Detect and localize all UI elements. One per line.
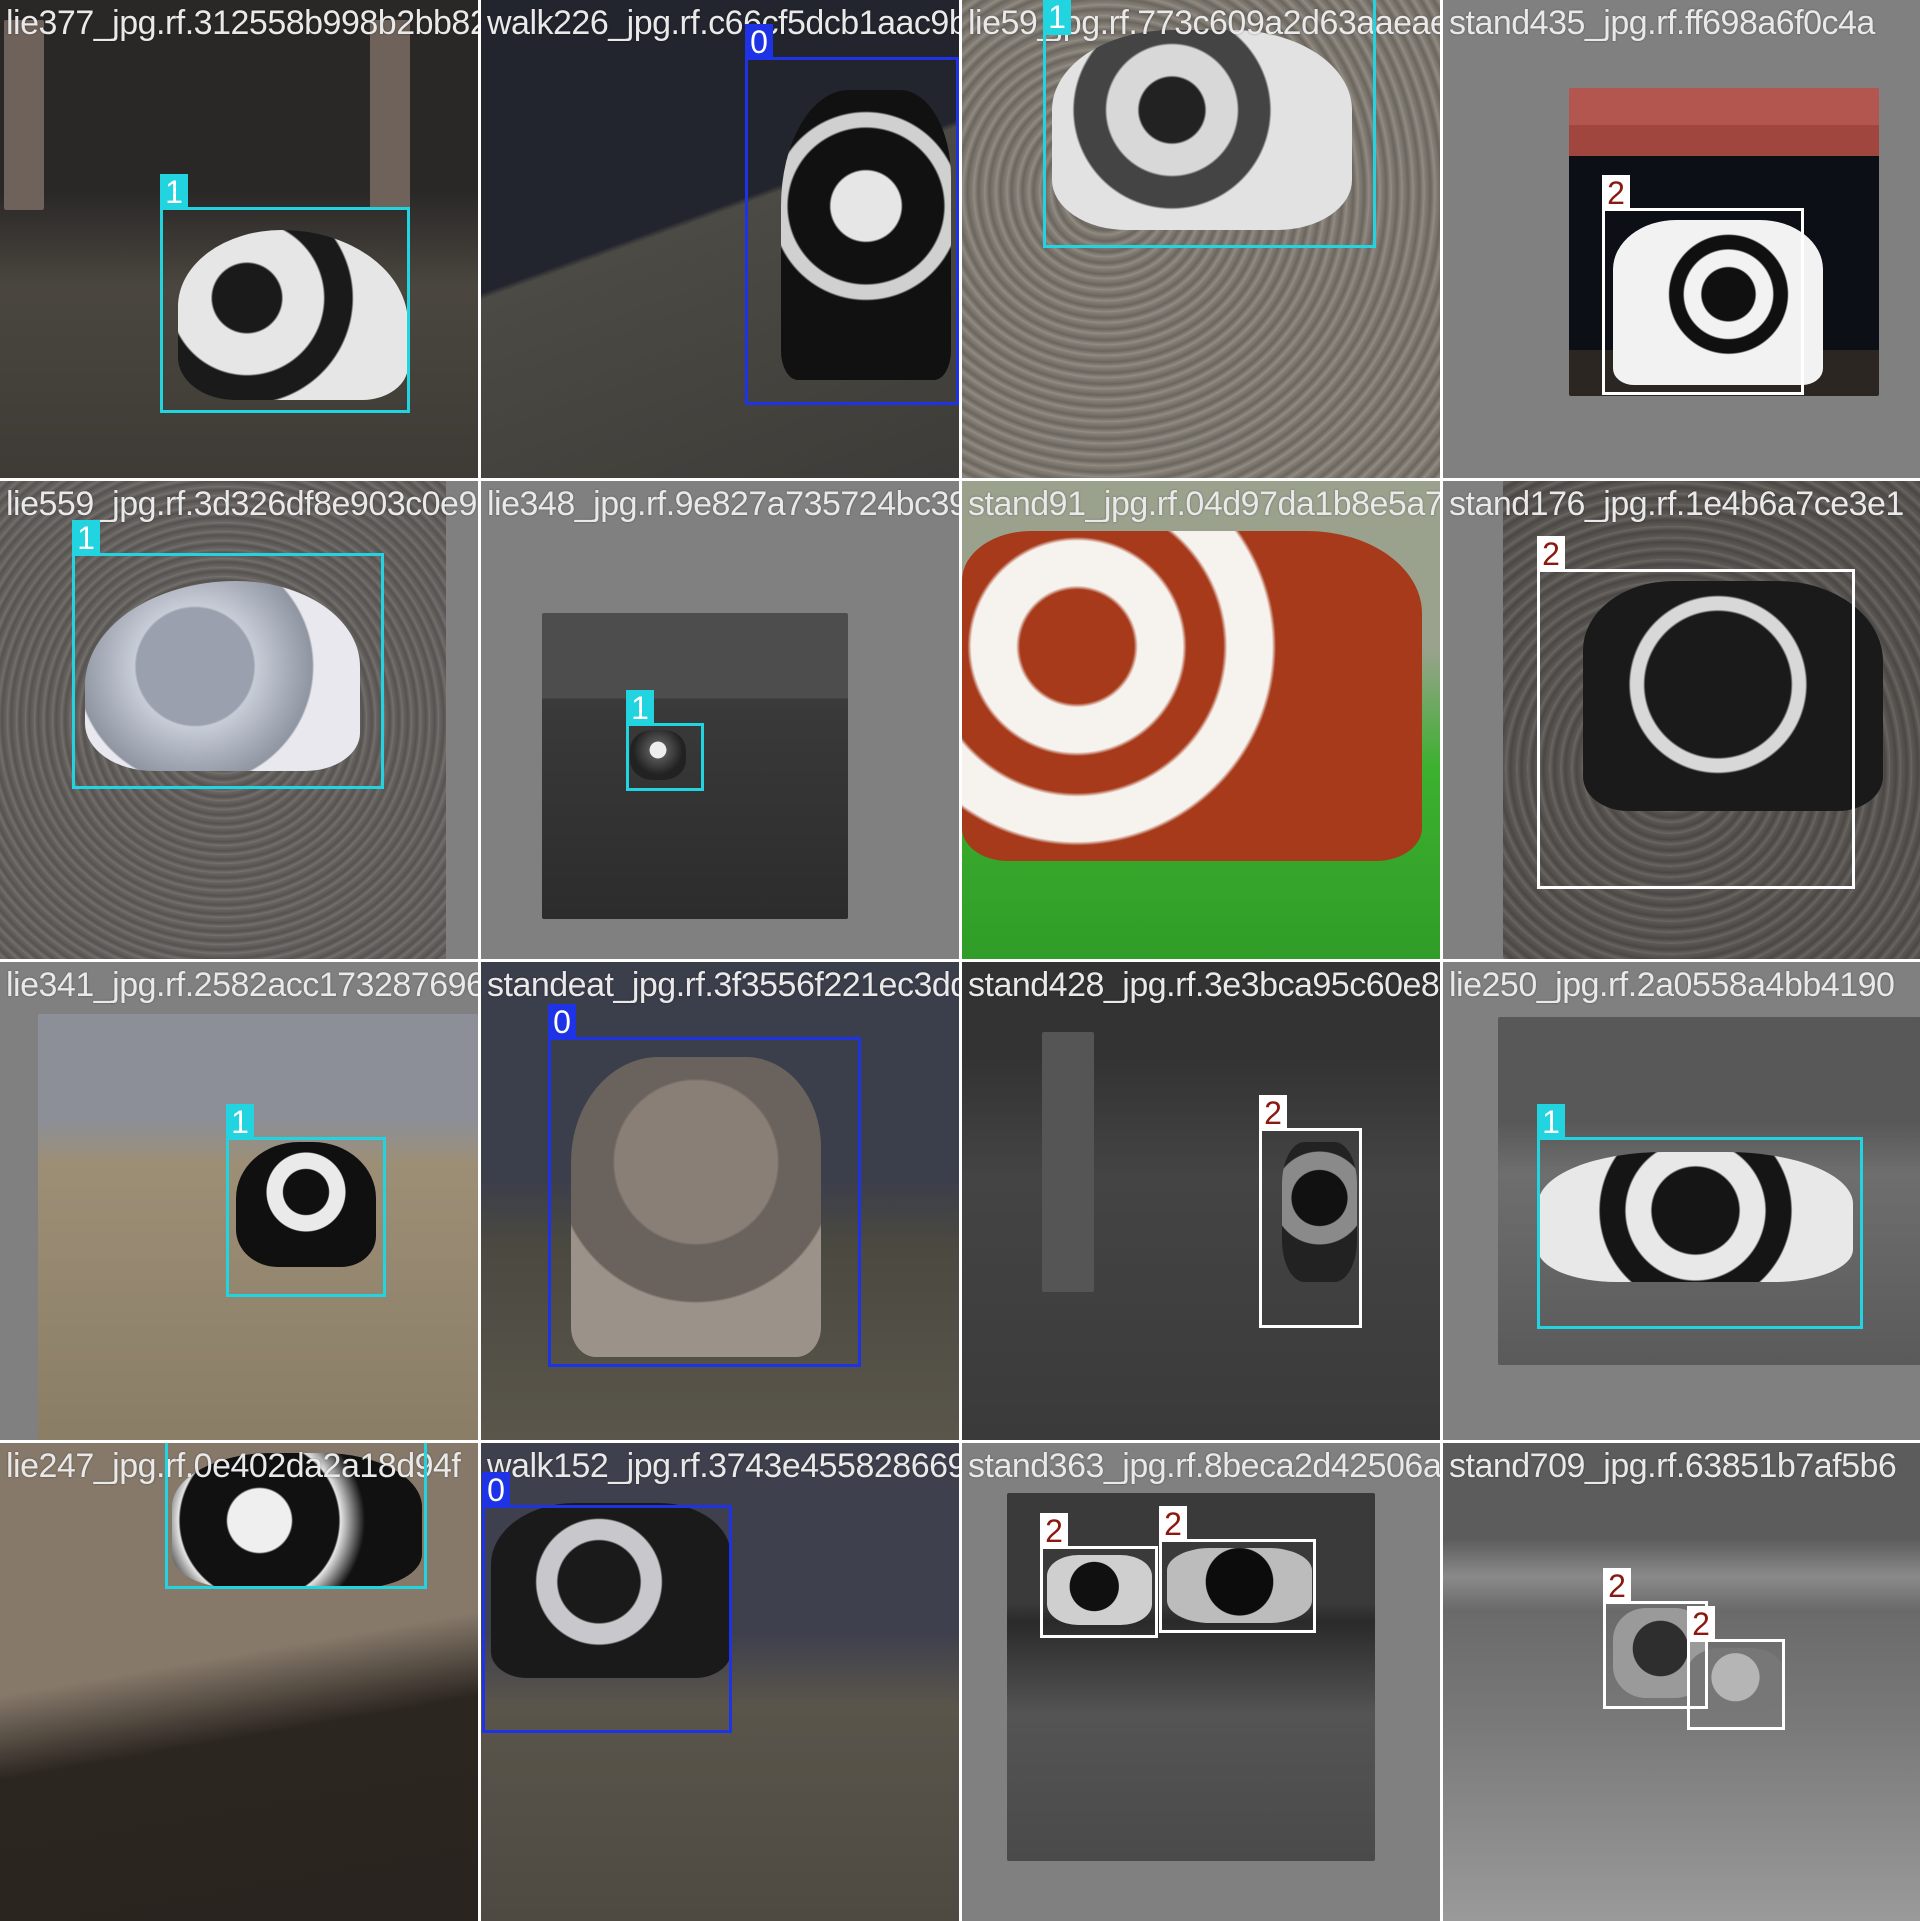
detection-box: 1 [160, 174, 410, 413]
cow-standing [962, 531, 1422, 861]
cow-standing [1613, 220, 1823, 385]
image-filename: stand91_jpg.rf.04d97da1b8e5a7 [968, 485, 1440, 523]
cow-eating [571, 1057, 821, 1357]
tile-4: stand435_jpg.rf.ff698a6f0c4a 2 [1443, 0, 1920, 478]
detection-box: 2 [1603, 1568, 1708, 1709]
class-label: 2 [1603, 1568, 1631, 1604]
tile-2: walk226_jpg.rf.c66cf5dcb1aac9b19e1a 0 [481, 0, 959, 478]
detection-box: 1 [165, 1443, 427, 1589]
shed-pillar [1042, 1032, 1094, 1292]
detection-box: 2 [1602, 175, 1804, 395]
image-filename: walk226_jpg.rf.c66cf5dcb1aac9b19e1a [487, 4, 959, 42]
scene-walled-yard [542, 613, 848, 919]
cow-standing [1047, 1555, 1152, 1625]
class-label: 2 [1602, 175, 1630, 211]
cow-lying [1538, 1152, 1853, 1282]
image-filename: lie377_jpg.rf.312558b998b2bb82cb6c0b6843… [6, 4, 478, 42]
tile-8: stand176_jpg.rf.1e4b6a7ce3e1 2 [1443, 481, 1920, 959]
detection-box: 2 [1040, 1513, 1158, 1638]
detection-box: 0 [745, 24, 959, 405]
class-label: 0 [482, 1472, 510, 1508]
class-label: 1 [160, 174, 188, 210]
scene-night-shed [962, 962, 1440, 1440]
detection-box: 2 [1537, 536, 1855, 889]
image-filename: stand363_jpg.rf.8beca2d42506ad [968, 1447, 1440, 1485]
tile-6: lie348_jpg.rf.9e827a735724bc39 1 [481, 481, 959, 959]
detection-box: 1 [626, 690, 704, 791]
detection-box: 1 [1043, 0, 1376, 248]
tile-11: stand428_jpg.rf.3e3bca95c60e82 2 [962, 962, 1440, 1440]
class-label: 0 [745, 24, 773, 60]
image-filename: lie341_jpg.rf.2582acc17328769664f2b0663 [6, 966, 478, 1004]
class-label: 1 [1537, 1104, 1565, 1140]
class-label: 2 [1687, 1606, 1715, 1642]
image-filename: lie250_jpg.rf.2a0558a4bb4190 [1449, 966, 1895, 1004]
image-filename: stand176_jpg.rf.1e4b6a7ce3e1 [1449, 485, 1904, 523]
image-filename: stand435_jpg.rf.ff698a6f0c4a [1449, 4, 1875, 42]
detection-box: 0 [482, 1472, 732, 1733]
tile-9: lie341_jpg.rf.2582acc17328769664f2b0663 … [0, 962, 478, 1440]
class-label: 2 [1159, 1506, 1187, 1542]
cow-walking [781, 90, 951, 380]
class-label: 2 [1040, 1513, 1068, 1549]
cow-lying [630, 730, 686, 780]
class-label: 2 [1259, 1095, 1287, 1131]
barn-pillar [370, 20, 410, 210]
detection-box: 2 [1687, 1606, 1785, 1730]
tile-14: walk152_jpg.rf.3743e4558286692 0 [481, 1443, 959, 1921]
class-label: 1 [626, 690, 654, 726]
cow-grazing [1583, 581, 1883, 811]
tile-1: lie377_jpg.rf.312558b998b2bb82cb6c0b6843… [0, 0, 478, 478]
class-label: 1 [226, 1104, 254, 1140]
cow-lying [1052, 30, 1352, 230]
detection-box: 1 [1537, 1104, 1863, 1329]
cow-standing [1167, 1548, 1312, 1623]
image-filename: walk152_jpg.rf.3743e4558286692 [487, 1447, 959, 1485]
cow-lying [236, 1142, 376, 1267]
cow-lying [178, 230, 408, 400]
class-label: 1 [1043, 0, 1071, 35]
detection-box: 1 [226, 1104, 386, 1297]
tile-15: stand363_jpg.rf.8beca2d42506ad 2 2 [962, 1443, 1440, 1921]
barn-pillar [4, 20, 44, 210]
class-label: 1 [72, 520, 100, 556]
image-filename: lie559_jpg.rf.3d326df8e903c0e9 [6, 485, 477, 523]
tile-7: stand91_jpg.rf.04d97da1b8e5a7 [962, 481, 1440, 959]
tile-5: lie559_jpg.rf.3d326df8e903c0e9 1 [0, 481, 478, 959]
detection-box: 2 [1159, 1506, 1316, 1633]
cow-lying [172, 1453, 422, 1588]
cow-lying [85, 581, 360, 771]
cow-standing [1282, 1142, 1357, 1282]
class-label: 2 [1537, 536, 1565, 572]
image-filename: lie348_jpg.rf.9e827a735724bc39 [487, 485, 959, 523]
cow-standing [1688, 1648, 1783, 1713]
image-filename: standeat_jpg.rf.3f3556f221ec3dd42 [487, 966, 959, 1004]
class-label: 0 [548, 1004, 576, 1040]
cow-walking [491, 1503, 731, 1678]
detection-box: 1 [72, 520, 384, 789]
tile-13: lie247_jpg.rf.0e402da2a18d94f 1 [0, 1443, 478, 1921]
tile-10: standeat_jpg.rf.3f3556f221ec3dd42 0 [481, 962, 959, 1440]
detection-box: 0 [548, 1004, 861, 1367]
detection-box: 2 [1259, 1095, 1362, 1328]
image-filename: lie247_jpg.rf.0e402da2a18d94f [6, 1447, 461, 1485]
tile-16: stand709_jpg.rf.63851b7af5b6 2 2 [1443, 1443, 1920, 1921]
tile-12: lie250_jpg.rf.2a0558a4bb4190 1 [1443, 962, 1920, 1440]
tile-3: lie59_jpg.rf.773c609a2d63aaeae1a8f9175c6… [962, 0, 1440, 478]
image-filename: stand709_jpg.rf.63851b7af5b6 [1449, 1447, 1897, 1485]
image-filename: stand428_jpg.rf.3e3bca95c60e82 [968, 966, 1440, 1004]
